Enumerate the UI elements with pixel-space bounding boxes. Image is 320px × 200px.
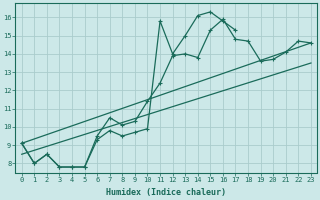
- X-axis label: Humidex (Indice chaleur): Humidex (Indice chaleur): [106, 188, 226, 197]
